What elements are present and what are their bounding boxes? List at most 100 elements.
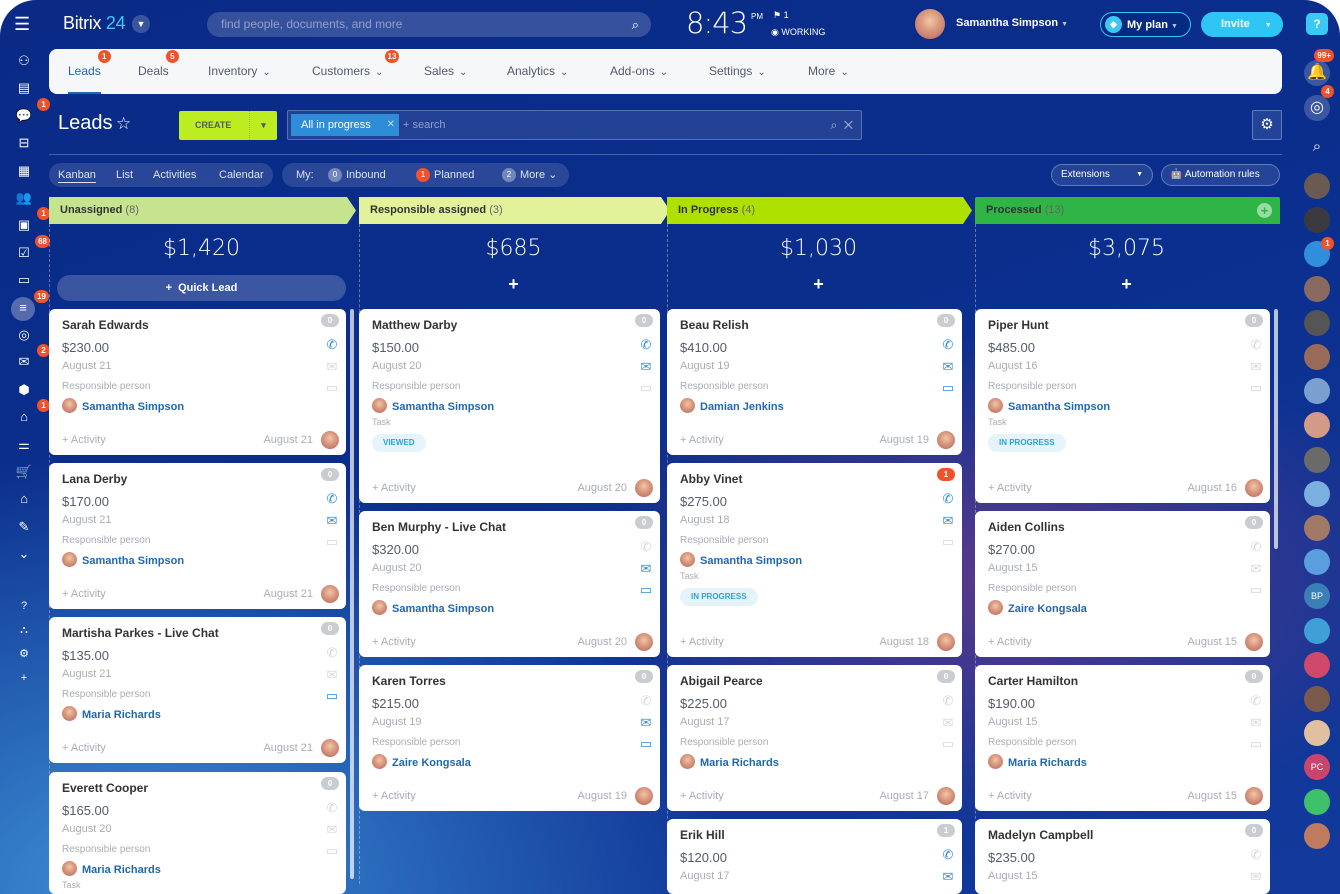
lead-name[interactable]: Martisha Parkes - Live Chat xyxy=(62,626,219,640)
lead-card[interactable]: Abigail Pearce $225.00 August 17 Responsibl… xyxy=(667,665,962,811)
close-icon[interactable]: ✕ xyxy=(843,118,853,132)
contact-avatar[interactable] xyxy=(1304,344,1330,370)
bank-icon[interactable]: ⌂ xyxy=(20,491,28,507)
chat-icon[interactable]: ▭ xyxy=(1249,380,1263,395)
mail-icon[interactable]: ✉ xyxy=(326,359,338,374)
mail-icon[interactable]: ✉ xyxy=(640,715,652,730)
lead-card[interactable]: Everett Cooper $165.00 August 20 Responsibl… xyxy=(49,772,346,894)
scrollbar[interactable] xyxy=(350,309,354,879)
contact-avatar[interactable] xyxy=(1304,173,1330,199)
mail-icon[interactable]: ✉ xyxy=(326,822,338,837)
sign-icon[interactable]: ✎ xyxy=(18,518,30,534)
search-icon[interactable]: ⌕ xyxy=(830,118,838,132)
contact-avatar[interactable] xyxy=(1304,378,1330,405)
robot-icon[interactable]: ⌂ 1 xyxy=(6,399,50,428)
phone-icon[interactable]: ✆ xyxy=(326,491,338,506)
lead-name[interactable]: Madelyn Campbell xyxy=(988,828,1094,842)
phone-icon[interactable]: ✆ xyxy=(942,491,954,506)
lead-name[interactable]: Lana Derby xyxy=(62,472,128,486)
crm-filter-icon[interactable]: ≡ 19 xyxy=(11,289,49,321)
lead-card[interactable]: Lana Derby $170.00 August 21 Responsible pe… xyxy=(49,463,346,609)
mail-icon[interactable]: ✉ xyxy=(942,359,954,374)
lead-name[interactable]: Piper Hunt xyxy=(988,318,1049,332)
add-activity-link[interactable]: + Activity xyxy=(988,482,1032,494)
chat-icon[interactable]: ▭ xyxy=(639,582,653,597)
lead-card[interactable]: Ben Murphy - Live Chat $320.00 August 20 Re… xyxy=(359,511,660,657)
responsible-person[interactable]: Maria Richards xyxy=(680,754,779,769)
extensions-button[interactable]: Extensions ▼ xyxy=(1051,164,1153,186)
calendar-icon[interactable]: ▣ 1 xyxy=(6,207,50,236)
mail-icon[interactable]: ✉ xyxy=(326,513,338,528)
contact-avatar-pc[interactable]: PC xyxy=(1304,754,1330,781)
lead-name[interactable]: Abigail Pearce xyxy=(680,674,763,688)
phone-icon[interactable]: ✆ xyxy=(1250,693,1262,708)
lead-card[interactable]: Abby Vinet $275.00 August 18 Responsible pe… xyxy=(667,463,962,657)
lead-card[interactable]: Matthew Darby $150.00 August 20 Responsible… xyxy=(359,309,660,503)
column-header[interactable]: Responsible assigned (3) xyxy=(359,197,670,224)
search-icon[interactable]: ⌕ xyxy=(631,17,639,32)
lead-name[interactable]: Sarah Edwards xyxy=(62,318,149,332)
cart-icon[interactable]: 🛒 xyxy=(15,464,33,479)
contact-avatar[interactable] xyxy=(1304,446,1330,473)
chat-icon[interactable]: ▭ xyxy=(941,736,955,751)
chats-icon[interactable]: ◎ 4 xyxy=(1304,85,1334,121)
lead-name[interactable]: Abby Vinet xyxy=(680,472,743,486)
responsible-person[interactable]: Damian Jenkins xyxy=(680,398,784,413)
my-plan-button[interactable]: ◆ My plan ▼ xyxy=(1100,12,1191,37)
lead-card[interactable]: Madelyn Campbell $235.00 August 15 0 ✆ ✉ xyxy=(975,819,1270,894)
add-card-button[interactable]: + xyxy=(508,274,519,294)
box-icon[interactable]: ⬢ xyxy=(18,381,30,397)
add-card-button[interactable]: + xyxy=(1121,274,1132,294)
phone-icon[interactable]: ✆ xyxy=(640,337,652,352)
mail-icon[interactable]: ✉ xyxy=(640,561,652,576)
activity-counter[interactable]: 0 xyxy=(937,670,955,683)
contact-avatar-bp[interactable]: BP xyxy=(1304,583,1330,610)
contact-card-icon[interactable]: ▭ xyxy=(17,272,31,288)
sliders-icon[interactable]: ⚌ xyxy=(18,436,30,452)
phone-icon[interactable]: ✆ xyxy=(326,337,338,352)
activity-counter[interactable]: 0 xyxy=(635,314,653,327)
employees-icon[interactable]: 👥 xyxy=(15,190,33,205)
mail-icon[interactable]: ✉ 2 xyxy=(6,344,50,373)
chat-icon[interactable]: ▭ xyxy=(1249,582,1263,597)
phone-icon[interactable]: ✆ xyxy=(326,800,338,815)
inbox-icon[interactable]: ⊟ xyxy=(18,135,30,151)
calendar-icon[interactable] xyxy=(1304,822,1330,849)
automation-rules-button[interactable]: 🤖 Automation rules xyxy=(1161,164,1280,186)
phone-icon[interactable]: ✆ xyxy=(942,337,954,352)
activity-counter[interactable]: 0 xyxy=(321,622,339,635)
global-search-input[interactable]: find people, documents, and more ⌕ xyxy=(207,12,651,37)
nav-deals[interactable]: Deals 5 xyxy=(138,49,179,94)
user-avatar[interactable] xyxy=(915,9,945,39)
mail-icon[interactable]: ✉ xyxy=(640,359,652,374)
caret-icon[interactable]: ▼ xyxy=(1136,171,1143,178)
group-chat-icon[interactable]: 1 xyxy=(1304,237,1334,268)
column-header[interactable]: In Progress (4) xyxy=(667,197,972,224)
phone-icon[interactable]: ✆ xyxy=(942,693,954,708)
close-icon[interactable]: ✕ xyxy=(386,119,395,130)
phone-icon[interactable]: ✆ xyxy=(1250,847,1262,862)
responsible-person[interactable]: Zaire Kongsala xyxy=(372,754,471,769)
add-activity-link[interactable]: + Activity xyxy=(372,636,416,648)
contact-avatar[interactable] xyxy=(1304,720,1330,747)
responsible-person[interactable]: Samantha Simpson xyxy=(62,398,184,413)
lead-card[interactable]: Beau Relish $410.00 August 19 Responsible p… xyxy=(667,309,962,455)
lead-card[interactable]: Martisha Parkes - Live Chat $135.00 August… xyxy=(49,617,346,763)
add-column-icon[interactable]: + xyxy=(1257,203,1272,218)
nav-analytics[interactable]: Analytics ⌄ xyxy=(507,49,568,94)
mail-icon[interactable]: ✉ xyxy=(942,869,954,884)
nav-customers[interactable]: Customers ⌄ 13 xyxy=(312,49,400,94)
phone-icon[interactable]: ✆ xyxy=(942,847,954,862)
contact-avatar[interactable] xyxy=(1304,412,1330,439)
add-activity-link[interactable]: + Activity xyxy=(62,742,106,754)
phone-icon[interactable]: ✆ xyxy=(1250,337,1262,352)
lead-card[interactable]: Erik Hill $120.00 August 17 1 ✆ ✉ xyxy=(667,819,962,894)
tab-list[interactable]: List xyxy=(116,169,134,181)
chat-icon[interactable]: 💬 1 xyxy=(6,97,50,127)
responsible-person[interactable]: Samantha Simpson xyxy=(988,398,1110,413)
chevron-down-icon[interactable]: ▼ xyxy=(132,15,150,33)
add-activity-link[interactable]: + Activity xyxy=(988,636,1032,648)
settings-gear-button[interactable]: ⚙ xyxy=(1252,110,1282,140)
add-activity-link[interactable]: + Activity xyxy=(988,790,1032,802)
phone-icon[interactable]: ✆ xyxy=(326,645,338,660)
